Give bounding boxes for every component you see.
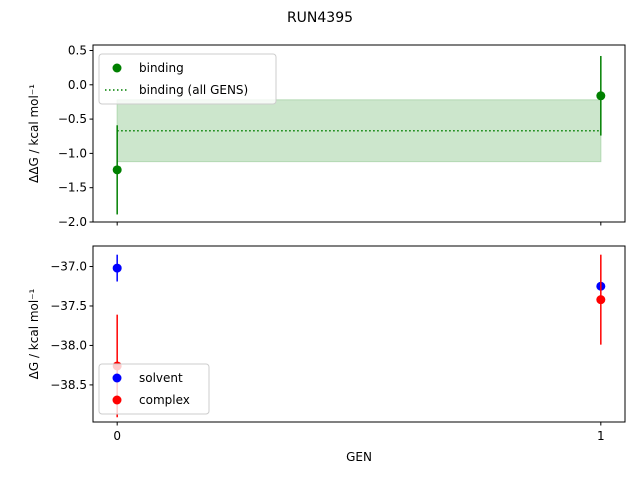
data-point	[112, 165, 122, 175]
top-axes: 0.5 0.0 −0.5 −1.0 −1.5 −2.0 ΔΔG / kcal mol⁻¹ bi…	[27, 43, 626, 229]
y-tick-label: −0.5	[58, 112, 87, 126]
legend-marker	[112, 373, 122, 383]
legend-label: binding	[139, 61, 184, 75]
data-point	[112, 263, 122, 273]
data-point	[596, 91, 606, 101]
legend-marker	[112, 395, 122, 405]
legend-label: binding (all GENS)	[139, 83, 248, 97]
y-tick-label: 0.0	[68, 78, 87, 92]
y-tick-label: −37.5	[50, 299, 87, 313]
y-tick-label: 0.5	[68, 43, 87, 57]
y-tick-label: −38.5	[50, 378, 87, 392]
axes-frame	[92, 245, 626, 423]
legend-label: solvent	[139, 371, 183, 385]
legend-frame	[98, 53, 277, 105]
y-axis-label: ΔΔG / kcal mol⁻¹	[27, 84, 41, 183]
y-tick-label: −1.5	[58, 181, 87, 195]
bottom-axes: −37.0 −37.5 −38.0 −38.5 0 1 ΔG / kcal mol⁻¹ GEN…	[27, 245, 626, 464]
x-tick-label: 0	[113, 429, 121, 443]
suptitle: RUN4395	[287, 10, 353, 26]
y-tick-label: −37.0	[50, 260, 87, 274]
y-tick-label: −38.0	[50, 338, 87, 352]
legend-marker	[112, 63, 122, 73]
axes-frame	[92, 44, 626, 223]
y-tick-label: −2.0	[58, 215, 87, 229]
legend-label: complex	[139, 393, 190, 407]
y-tick-label: −1.0	[58, 146, 87, 160]
legend-frame	[98, 363, 210, 415]
legend: solvent complex	[98, 363, 210, 415]
x-tick-label: 1	[597, 429, 605, 443]
data-point	[596, 295, 606, 305]
y-axis-label: ΔG / kcal mol⁻¹	[27, 288, 41, 379]
x-axis-label: GEN	[346, 450, 372, 464]
legend: binding binding (all GENS)	[98, 53, 277, 105]
